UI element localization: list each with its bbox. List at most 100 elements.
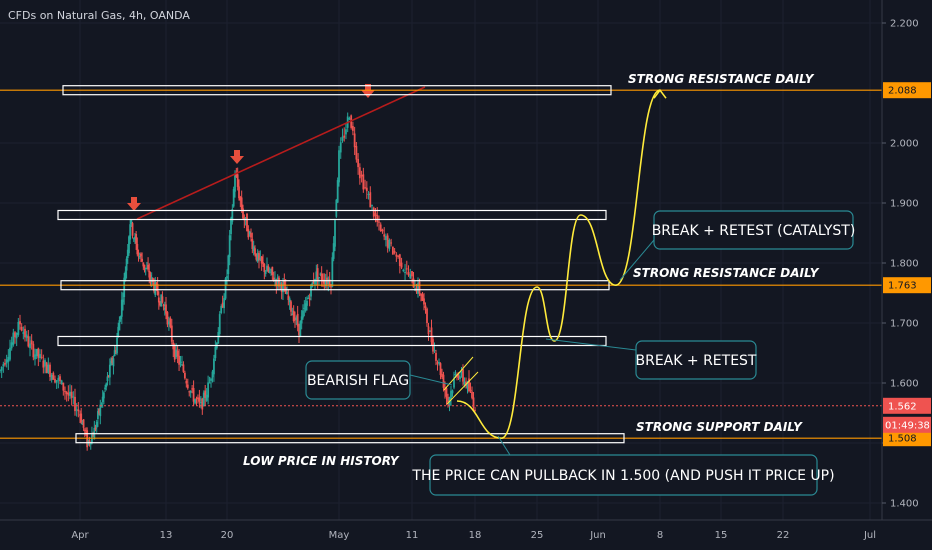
y-tick-label: 1.800 xyxy=(890,259,919,270)
candle-body xyxy=(89,443,92,445)
countdown-label: 01:49:38 xyxy=(885,420,930,431)
candle-body xyxy=(135,234,138,244)
candle-body xyxy=(82,419,85,428)
candle-body xyxy=(40,356,43,358)
candle-body xyxy=(117,326,120,338)
low-price-text: LOW PRICE IN HISTORY xyxy=(243,454,400,468)
candle-body xyxy=(113,350,116,357)
candle-body xyxy=(70,391,73,398)
candle-body xyxy=(168,321,170,325)
candle-body xyxy=(88,440,91,443)
candle-body xyxy=(398,254,401,267)
candle-body xyxy=(161,296,164,303)
candle-body xyxy=(466,381,469,389)
candle-body xyxy=(468,378,470,392)
candle-body xyxy=(330,285,332,288)
candle-body xyxy=(4,363,6,365)
x-tick-label: 22 xyxy=(777,530,790,541)
candle-body xyxy=(450,390,452,400)
time-axis[interactable]: Apr 13 20 May 11 18 25 Jun 8 15 22 Jul xyxy=(0,519,932,541)
candle-body xyxy=(81,422,84,425)
candle-body xyxy=(435,353,437,361)
candle-body xyxy=(234,175,236,192)
candle-body xyxy=(179,361,182,363)
candle-body xyxy=(429,330,431,332)
candle-body xyxy=(227,255,230,275)
candle-body xyxy=(83,430,86,432)
trend-line-group xyxy=(127,84,426,220)
pullback-callout-text: THE PRICE CAN PULLBACK IN 1.500 (AND PUS… xyxy=(411,468,834,484)
candle-body xyxy=(98,408,101,414)
candle-body xyxy=(282,282,284,293)
level-zone-box xyxy=(57,209,607,221)
candle-body xyxy=(385,236,387,240)
candle-body xyxy=(205,394,208,401)
candle-body xyxy=(232,189,235,207)
bearish-flag-callout-box xyxy=(305,360,411,400)
break-retest-catalyst-callout-box xyxy=(653,210,854,250)
candle-body xyxy=(92,434,95,437)
candle-body xyxy=(369,192,372,208)
candle-body xyxy=(306,300,308,306)
candle-body xyxy=(453,378,455,388)
candle-body xyxy=(47,364,50,373)
candle-body xyxy=(248,231,251,235)
candle-body xyxy=(211,371,214,378)
break-retest-callout-leader xyxy=(545,338,637,351)
candle-body xyxy=(57,377,60,381)
candle-body xyxy=(210,378,212,381)
candle-body xyxy=(474,409,476,411)
candle-body xyxy=(134,236,136,240)
candle-body xyxy=(169,318,172,327)
candle-body xyxy=(247,229,250,238)
candle-body xyxy=(201,398,204,410)
candle-body xyxy=(69,391,71,396)
candle-body xyxy=(150,277,153,283)
candle-body xyxy=(183,372,186,379)
candle-body xyxy=(348,118,351,120)
candle-body xyxy=(355,146,358,160)
candle-body xyxy=(405,268,408,270)
candle-body xyxy=(267,266,270,272)
candle-body xyxy=(77,409,80,412)
candle-body xyxy=(360,174,363,177)
candle-body xyxy=(439,363,442,376)
candle-body xyxy=(154,282,157,295)
x-tick-label: 13 xyxy=(160,530,173,541)
candle-body xyxy=(436,362,439,364)
candle-body xyxy=(105,383,108,388)
candle-body xyxy=(80,413,83,423)
candle-body xyxy=(186,384,189,389)
candle-body xyxy=(221,302,224,308)
candle-body xyxy=(27,336,30,347)
candle-body xyxy=(102,392,105,399)
candle-body xyxy=(207,382,210,398)
candle-body xyxy=(345,129,347,135)
down-arrow-icon xyxy=(361,84,375,98)
candle-body xyxy=(339,142,342,153)
candle-body xyxy=(323,279,326,284)
y-tick-label: 2.200 xyxy=(890,19,919,30)
candle-body xyxy=(85,432,87,434)
candle-body xyxy=(430,327,433,343)
candle-body xyxy=(259,258,262,261)
candle-body xyxy=(318,277,320,279)
price-axis[interactable]: 1.400 1.600 1.700 1.800 1.900 2.000 2.200 2.088… xyxy=(881,0,931,520)
candle-body xyxy=(101,396,104,402)
candle-body xyxy=(417,283,419,294)
candle-body xyxy=(336,180,339,203)
candle-body xyxy=(37,348,40,358)
candle-body xyxy=(367,193,370,195)
flag-lower-line xyxy=(446,371,479,405)
projection-curve xyxy=(456,89,661,440)
candle-body xyxy=(95,421,98,428)
countdown-box xyxy=(883,416,931,433)
candle-body xyxy=(111,358,114,364)
candle-body xyxy=(194,399,196,404)
candle-body xyxy=(75,409,78,411)
x-tick-label: Apr xyxy=(71,530,89,541)
candle-body xyxy=(106,376,109,382)
candle-body xyxy=(242,208,244,219)
candle-body xyxy=(296,313,299,327)
